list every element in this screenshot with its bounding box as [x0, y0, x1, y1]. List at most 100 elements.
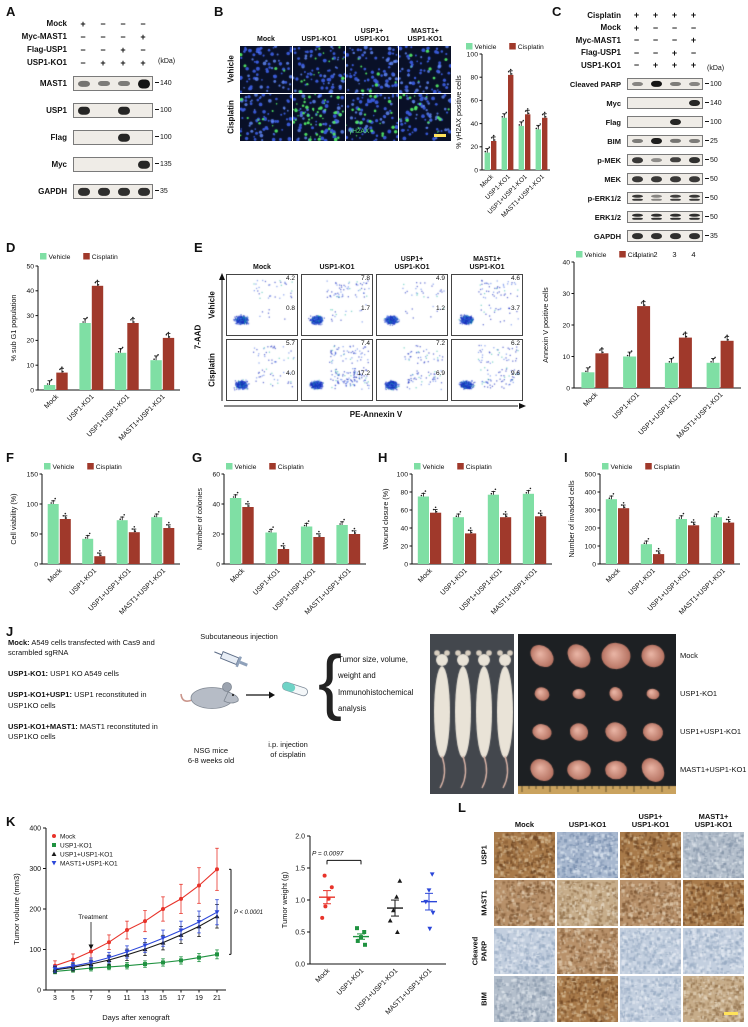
blot-row: Flag 100: [6, 130, 172, 145]
condition-row: USP1-KO1 − + + +: [558, 59, 703, 72]
svg-text:Vehicle: Vehicle: [611, 464, 633, 471]
quadrant-upper-pct: 4.6: [510, 275, 520, 282]
if-image: [346, 94, 398, 141]
svg-text:Cisplatin: Cisplatin: [278, 464, 304, 471]
ihc-image: [494, 832, 555, 878]
condition-label: Mock: [600, 23, 621, 33]
flow-plot: 7.2 6.9: [376, 339, 448, 401]
ihc-image: [620, 880, 681, 926]
svg-text:21: 21: [213, 995, 221, 1002]
svg-text:50: 50: [30, 531, 38, 538]
quadrant-lower-pct: 4.0: [285, 370, 295, 377]
mice-photo: [430, 634, 514, 794]
panel-g: G Vehicle Cisplatin 0 20 40 60 Number of colon…: [190, 450, 372, 622]
sign: +: [140, 31, 146, 42]
svg-text:Number of invaded cells: Number of invaded cells: [567, 480, 576, 558]
kda-marker: 25: [705, 138, 718, 145]
group-name: USP1-KO1+USP1:: [8, 690, 72, 700]
svg-text:MAST1+USP1-KO1: MAST1+USP1-KO1: [676, 391, 725, 440]
svg-text:500: 500: [585, 471, 597, 478]
panel-g-label: G: [192, 450, 203, 465]
annexin-bar-chart: Vehicle Cisplatin 0 10 20 30 40 Annexin V posit…: [540, 248, 745, 448]
sign: −: [100, 18, 106, 29]
sign: +: [652, 60, 659, 71]
svg-text:% γH2AX positive cells: % γH2AX positive cells: [454, 75, 463, 149]
condition-signs: + + + +: [627, 10, 703, 20]
group-description: USP1-KO1: USP1 KO A549 cells: [8, 669, 176, 679]
nsg-mice-label: NSG mice 6-8 weeks old: [187, 746, 235, 766]
colonies-bar-chart: Vehicle Cisplatin 0 20 40 60 Number of colonie…: [194, 460, 370, 620]
tumor-photo: [518, 634, 676, 794]
sign: −: [80, 31, 86, 42]
svg-text:0: 0: [566, 385, 570, 392]
l-row-label-cleaved-parp: Cleaved PARP: [470, 936, 488, 966]
flow-plot: 7.8 1.7: [301, 274, 373, 336]
condition-label: Mock: [46, 19, 67, 28]
sign: +: [652, 10, 659, 21]
l-col-header-mast1: MAST1+ USP1-KO1: [694, 811, 733, 830]
if-image: [346, 46, 398, 93]
ihc-image: [683, 976, 744, 1022]
blot-protein-label: GAPDH: [38, 187, 67, 196]
sign: −: [633, 60, 640, 71]
condition-row: Myc-MAST1 − − − +: [558, 34, 703, 47]
svg-text:17: 17: [177, 995, 185, 1002]
svg-text:P < 0.0001: P < 0.0001: [234, 910, 263, 916]
svg-text:30: 30: [562, 291, 570, 298]
blot-row: Myc 140: [558, 97, 722, 109]
quadrant-lower-pct: 9.6: [510, 370, 520, 377]
condition-row: USP1-KO1 − + + +: [6, 56, 153, 69]
lane-number: 3: [672, 250, 677, 259]
kda-marker: 100: [705, 81, 722, 88]
sign: −: [100, 44, 106, 55]
quadrant-upper-pct: 7.2: [435, 340, 445, 347]
sign: +: [671, 60, 678, 71]
sign: +: [690, 60, 697, 71]
sign: +: [671, 10, 678, 21]
svg-text:Mock: Mock: [43, 393, 60, 410]
svg-text:20: 20: [26, 338, 34, 345]
blot-protein-label: Cleaved PARP: [569, 79, 621, 89]
ihc-image: [557, 880, 618, 926]
quadrant-lower-pct: 17.2: [357, 370, 370, 377]
ihc-image: [620, 832, 681, 878]
svg-text:Vehicle: Vehicle: [49, 254, 71, 261]
panel-h: H Vehicle Cisplatin 0 20 40 60 80 100 Wound clos…: [376, 450, 558, 622]
group-description: USP1-KO1+USP1: USP1 reconstituted in USP…: [8, 690, 176, 710]
panel-e: E Mock USP1-KO1 USP1+ USP1-KO1 MAST1+ US…: [188, 240, 536, 448]
sign: −: [633, 47, 640, 58]
svg-text:20: 20: [562, 322, 570, 329]
ihc-image: [683, 832, 744, 878]
b-col-header-ko: USP1-KO1: [301, 35, 337, 43]
panel-k-label: K: [6, 814, 16, 829]
svg-text:40: 40: [470, 121, 478, 128]
panel-c-label: C: [552, 4, 562, 19]
condition-label: Myc-MAST1: [575, 35, 621, 45]
b-col-header-mock: Mock: [257, 35, 275, 43]
arrow-icon: [246, 691, 275, 699]
sign: −: [120, 18, 126, 29]
quadrant-upper-pct: 4.9: [435, 275, 445, 282]
svg-text:Vehicle: Vehicle: [423, 464, 445, 471]
svg-text:150: 150: [27, 471, 39, 478]
subcutaneous-injection-label: Subcutaneous injection: [200, 632, 278, 641]
svg-text:Mock: Mock: [605, 567, 622, 584]
svg-text:300: 300: [29, 866, 41, 873]
kda-marker: 50: [705, 214, 718, 221]
e-row-label-cisplatin: Cisplatin: [207, 353, 217, 387]
svg-text:100: 100: [397, 471, 409, 478]
flow-scatter: [376, 339, 448, 401]
kda-marker: 50: [705, 176, 718, 183]
quadrant-lower-pct: 1.2: [435, 305, 445, 312]
flow-scatter: [301, 339, 373, 401]
western-blots-a: MAST1 140 USP1 100 Flag 100 Myc 135 GAPDH 35: [6, 76, 172, 211]
l-col-header-mock: Mock: [514, 820, 535, 830]
lane-numbers: 1 2 3 4: [627, 250, 703, 259]
svg-text:0: 0: [34, 561, 38, 568]
lane-number: 4: [691, 250, 696, 259]
sign: +: [120, 44, 126, 55]
scale-bar: [724, 1012, 738, 1015]
e-y-axis-label: 7-AAD: [193, 324, 203, 350]
subg1-bar-chart: Vehicle Cisplatin 0 10 20 30 40 50 % sub G1 popu…: [8, 250, 184, 450]
svg-text:USP1-KO1: USP1-KO1: [612, 391, 642, 421]
